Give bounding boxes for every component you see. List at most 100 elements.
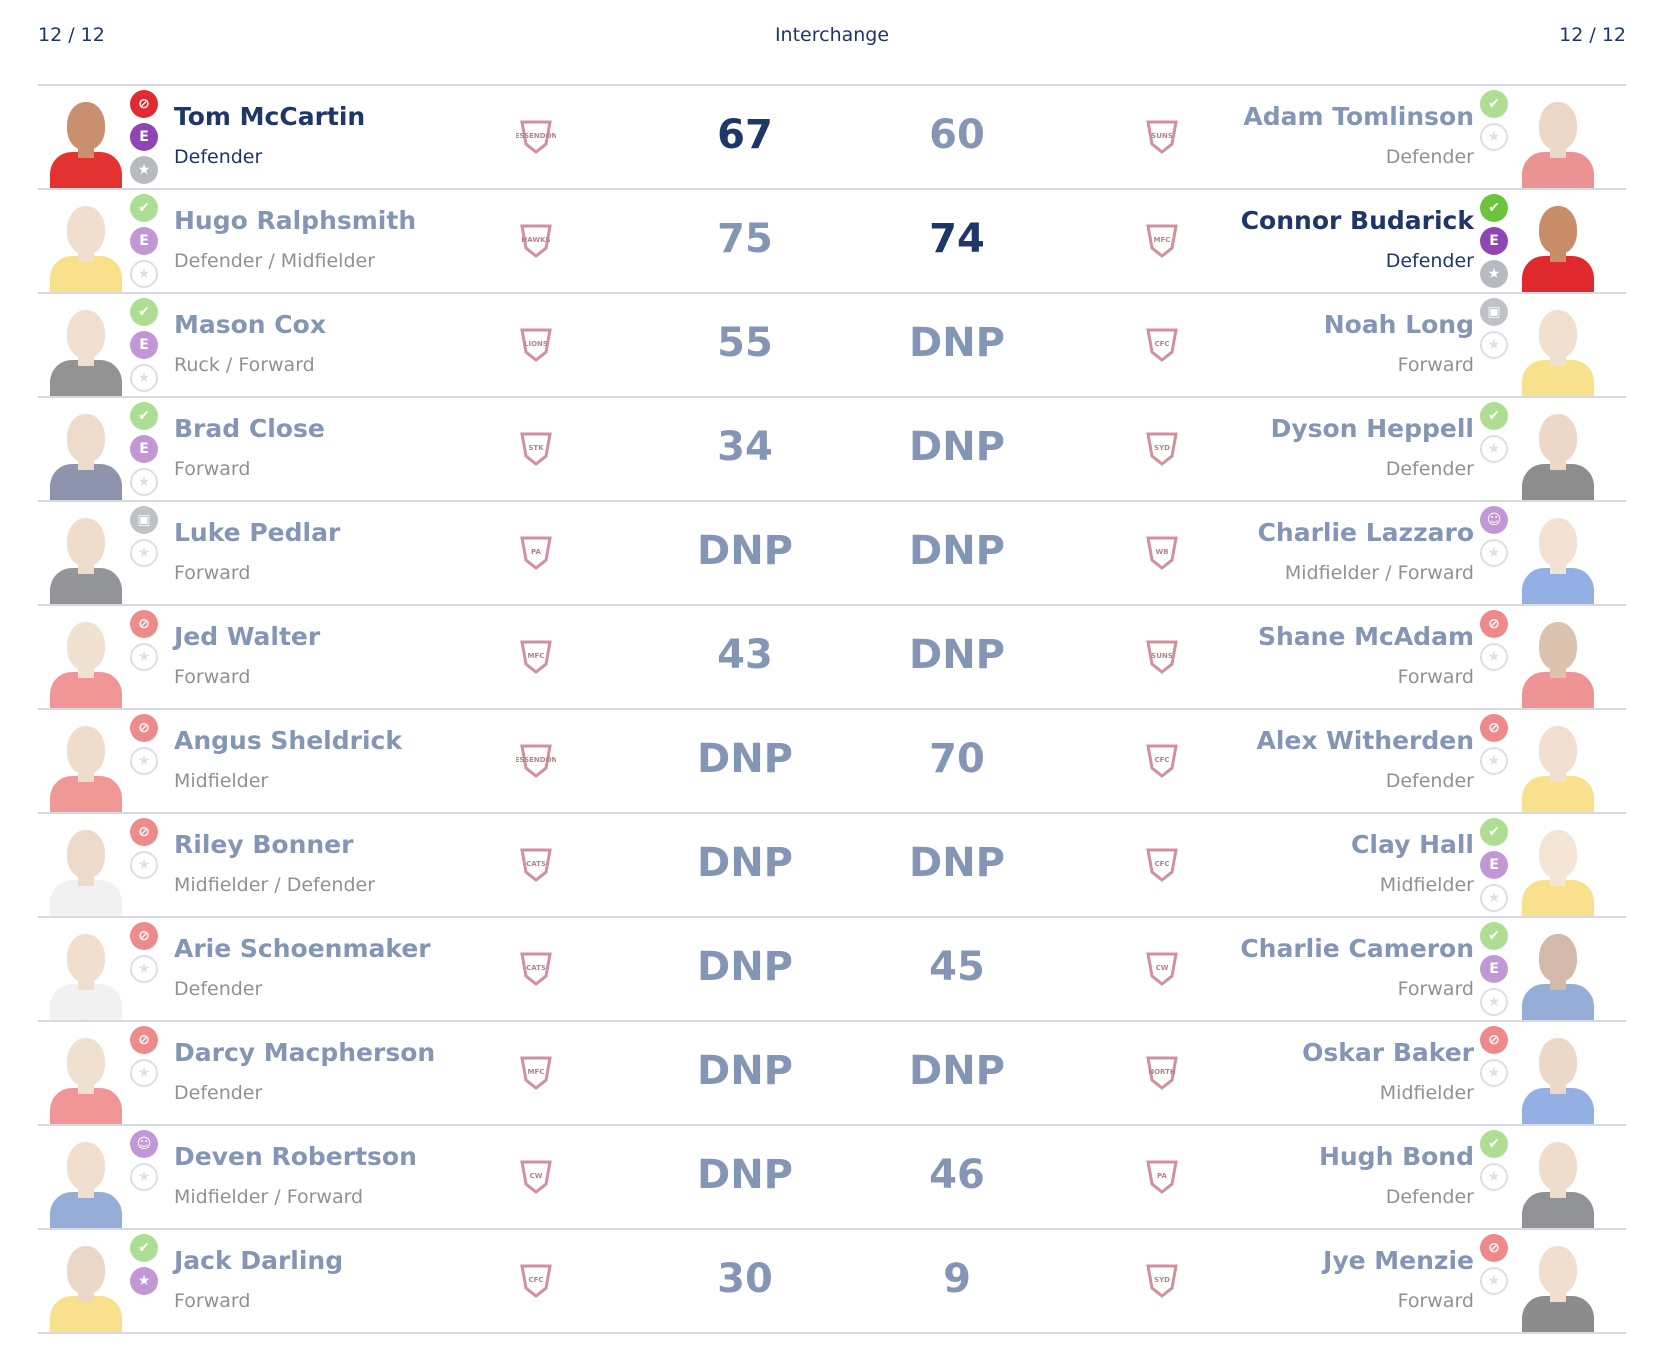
not-playing-icon[interactable]: ⊘ xyxy=(1480,610,1508,638)
right-player-name[interactable]: Noah Long xyxy=(1323,310,1474,339)
thumbs-up-icon[interactable]: ✔ xyxy=(1480,1130,1508,1158)
left-player-name[interactable]: Darcy Macpherson xyxy=(174,1038,436,1067)
right-player-name[interactable]: Clay Hall xyxy=(1351,830,1474,859)
player-photo[interactable] xyxy=(48,198,124,292)
player-photo[interactable] xyxy=(48,1030,124,1124)
not-playing-icon[interactable]: ⊘ xyxy=(130,1026,158,1054)
person-icon[interactable]: ☺ xyxy=(130,1130,158,1158)
left-player-name[interactable]: Jack Darling xyxy=(174,1246,344,1275)
right-player-name[interactable]: Connor Budarick xyxy=(1240,206,1474,235)
player-photo[interactable] xyxy=(1520,198,1596,292)
player-photo[interactable] xyxy=(48,614,124,708)
empty-star-icon[interactable]: ★ xyxy=(130,1059,158,1087)
right-player-name[interactable]: Jye Menzie xyxy=(1323,1246,1474,1275)
empty-star-icon[interactable]: ★ xyxy=(1480,1163,1508,1191)
person-icon[interactable]: ☺ xyxy=(1480,506,1508,534)
thumbs-up-icon[interactable]: ✔ xyxy=(130,194,158,222)
player-photo[interactable] xyxy=(1520,510,1596,604)
emergency-icon[interactable]: E xyxy=(1480,227,1508,255)
player-photo[interactable] xyxy=(1520,614,1596,708)
player-photo[interactable] xyxy=(48,718,124,812)
left-player-name[interactable]: Luke Pedlar xyxy=(174,518,341,547)
right-player-name[interactable]: Alex Witherden xyxy=(1256,726,1474,755)
player-photo[interactable] xyxy=(1520,926,1596,1020)
star-icon[interactable]: ★ xyxy=(1480,260,1508,288)
thumbs-up-icon[interactable]: ✔ xyxy=(1480,194,1508,222)
right-player-name[interactable]: Charlie Lazzaro xyxy=(1257,518,1474,547)
left-player-name[interactable]: Mason Cox xyxy=(174,310,326,339)
empty-star-icon[interactable]: ★ xyxy=(130,643,158,671)
right-player-name[interactable]: Adam Tomlinson xyxy=(1243,102,1474,131)
empty-star-icon[interactable]: ★ xyxy=(1480,331,1508,359)
right-player-name[interactable]: Hugh Bond xyxy=(1318,1142,1474,1171)
thumbs-up-icon[interactable]: ✔ xyxy=(1480,402,1508,430)
left-player-name[interactable]: Arie Schoenmaker xyxy=(174,934,431,963)
player-photo[interactable] xyxy=(48,406,124,500)
player-photo[interactable] xyxy=(1520,1238,1596,1332)
thumbs-up-icon[interactable]: ✔ xyxy=(130,402,158,430)
not-playing-icon[interactable]: ⊘ xyxy=(130,90,158,118)
thumbs-up-icon[interactable]: ✔ xyxy=(1480,90,1508,118)
not-playing-icon[interactable]: ⊘ xyxy=(130,818,158,846)
emergency-icon[interactable]: E xyxy=(130,435,158,463)
lock-icon[interactable]: ▣ xyxy=(130,506,158,534)
right-player-name[interactable]: Dyson Heppell xyxy=(1270,414,1474,443)
not-playing-icon[interactable]: ⊘ xyxy=(1480,1234,1508,1262)
not-playing-icon[interactable]: ⊘ xyxy=(130,714,158,742)
player-photo[interactable] xyxy=(1520,94,1596,188)
not-playing-icon[interactable]: ⊘ xyxy=(130,610,158,638)
left-player-name[interactable]: Tom McCartin xyxy=(174,102,366,131)
empty-star-icon[interactable]: ★ xyxy=(1480,1267,1508,1295)
emergency-icon[interactable]: E xyxy=(130,227,158,255)
left-player-name[interactable]: Deven Robertson xyxy=(174,1142,417,1171)
player-photo[interactable] xyxy=(48,302,124,396)
empty-star-icon[interactable]: ★ xyxy=(130,747,158,775)
empty-star-icon[interactable]: ★ xyxy=(130,955,158,983)
emergency-icon[interactable]: E xyxy=(1480,955,1508,983)
right-player-name[interactable]: Charlie Cameron xyxy=(1240,934,1474,963)
not-playing-icon[interactable]: ⊘ xyxy=(130,922,158,950)
empty-star-icon[interactable]: ★ xyxy=(1480,747,1508,775)
thumbs-up-icon[interactable]: ✔ xyxy=(130,1234,158,1262)
player-photo[interactable] xyxy=(1520,718,1596,812)
empty-star-icon[interactable]: ★ xyxy=(1480,435,1508,463)
player-photo[interactable] xyxy=(1520,1030,1596,1124)
emergency-icon[interactable]: E xyxy=(130,123,158,151)
player-photo[interactable] xyxy=(1520,302,1596,396)
right-player-name[interactable]: Oskar Baker xyxy=(1302,1038,1474,1067)
player-photo[interactable] xyxy=(48,1238,124,1332)
empty-star-icon[interactable]: ★ xyxy=(130,539,158,567)
emergency-icon[interactable]: E xyxy=(130,331,158,359)
thumbs-up-icon[interactable]: ✔ xyxy=(1480,818,1508,846)
not-playing-icon[interactable]: ⊘ xyxy=(1480,714,1508,742)
lock-icon[interactable]: ▣ xyxy=(1480,298,1508,326)
empty-star-icon[interactable]: ★ xyxy=(130,851,158,879)
empty-star-icon[interactable]: ★ xyxy=(1480,123,1508,151)
left-player-name[interactable]: Hugo Ralphsmith xyxy=(174,206,417,235)
empty-star-icon[interactable]: ★ xyxy=(1480,988,1508,1016)
emergency-icon[interactable]: E xyxy=(1480,851,1508,879)
right-player-name[interactable]: Shane McAdam xyxy=(1258,622,1474,651)
left-player-name[interactable]: Riley Bonner xyxy=(174,830,354,859)
empty-star-icon[interactable]: ★ xyxy=(1480,539,1508,567)
player-photo[interactable] xyxy=(48,94,124,188)
empty-star-icon[interactable]: ★ xyxy=(130,364,158,392)
player-photo[interactable] xyxy=(1520,822,1596,916)
empty-star-icon[interactable]: ★ xyxy=(1480,884,1508,912)
player-photo[interactable] xyxy=(48,926,124,1020)
thumbs-up-icon[interactable]: ✔ xyxy=(1480,922,1508,950)
player-photo[interactable] xyxy=(1520,1134,1596,1228)
empty-star-icon[interactable]: ★ xyxy=(130,468,158,496)
player-photo[interactable] xyxy=(1520,406,1596,500)
left-player-name[interactable]: Jed Walter xyxy=(174,622,321,651)
star-icon[interactable]: ★ xyxy=(130,1267,158,1295)
thumbs-up-icon[interactable]: ✔ xyxy=(130,298,158,326)
empty-star-icon[interactable]: ★ xyxy=(1480,643,1508,671)
not-playing-icon[interactable]: ⊘ xyxy=(1480,1026,1508,1054)
empty-star-icon[interactable]: ★ xyxy=(130,1163,158,1191)
player-photo[interactable] xyxy=(48,822,124,916)
left-player-name[interactable]: Angus Sheldrick xyxy=(174,726,402,755)
left-player-name[interactable]: Brad Close xyxy=(174,414,325,443)
star-icon[interactable]: ★ xyxy=(130,156,158,184)
empty-star-icon[interactable]: ★ xyxy=(130,260,158,288)
